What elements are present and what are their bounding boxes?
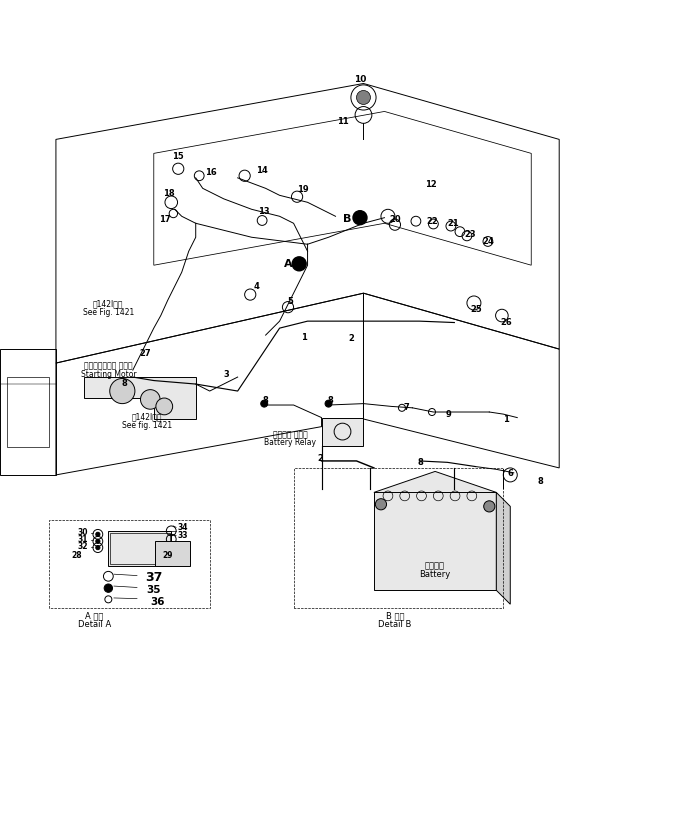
Text: 28: 28 <box>71 551 82 560</box>
Text: A 詳細: A 詳細 <box>85 612 103 621</box>
Text: A: A <box>284 259 293 269</box>
Circle shape <box>96 532 100 536</box>
Text: 21: 21 <box>447 219 459 228</box>
Text: 19: 19 <box>297 185 308 194</box>
Text: See fig. 1421: See fig. 1421 <box>122 421 172 430</box>
Text: 29: 29 <box>162 551 173 560</box>
Circle shape <box>104 584 113 592</box>
Text: 1: 1 <box>301 333 307 342</box>
Text: 23: 23 <box>464 230 475 239</box>
Circle shape <box>156 398 173 415</box>
Bar <box>7 377 49 447</box>
Circle shape <box>325 400 332 407</box>
Text: 8: 8 <box>122 379 127 388</box>
Text: 13: 13 <box>259 207 270 216</box>
Polygon shape <box>84 377 196 419</box>
Text: 2: 2 <box>349 334 354 343</box>
Text: 3: 3 <box>224 370 229 380</box>
Text: Starting Motor: Starting Motor <box>80 370 136 379</box>
Text: 15: 15 <box>173 153 184 162</box>
Circle shape <box>353 210 367 225</box>
Text: 27: 27 <box>140 349 151 358</box>
Text: Battery Relay: Battery Relay <box>264 438 316 447</box>
Text: バッテリ: バッテリ <box>425 561 445 571</box>
Polygon shape <box>374 472 496 514</box>
Text: 2: 2 <box>317 454 323 463</box>
Text: 32: 32 <box>77 542 88 551</box>
Text: 8: 8 <box>328 396 333 405</box>
Circle shape <box>484 501 495 512</box>
Circle shape <box>375 499 387 510</box>
Text: 31: 31 <box>77 535 88 545</box>
Text: 14: 14 <box>257 167 268 175</box>
Text: 5: 5 <box>287 297 293 306</box>
Text: 37: 37 <box>145 572 162 584</box>
Text: 33: 33 <box>178 531 189 541</box>
Text: Detail A: Detail A <box>78 620 111 629</box>
Text: B 詳細: B 詳細 <box>386 612 404 621</box>
Text: 36: 36 <box>150 597 164 608</box>
Bar <box>108 530 171 566</box>
Text: 18: 18 <box>164 189 175 199</box>
Text: See Fig. 1421: See Fig. 1421 <box>82 308 134 317</box>
Circle shape <box>96 539 100 543</box>
Text: 8: 8 <box>538 478 543 486</box>
Text: 図142Ⅰ参照: 図142Ⅰ参照 <box>93 299 124 308</box>
Circle shape <box>140 390 160 409</box>
Bar <box>322 417 363 446</box>
Text: 8: 8 <box>418 458 424 467</box>
Circle shape <box>110 379 135 404</box>
Bar <box>155 541 190 566</box>
Text: 12: 12 <box>426 179 437 189</box>
Text: 7: 7 <box>404 403 410 412</box>
Text: 16: 16 <box>206 168 217 178</box>
Text: 図142Ⅰ参照: 図142Ⅰ参照 <box>131 412 162 422</box>
Text: 8: 8 <box>263 396 268 405</box>
Text: 6: 6 <box>507 469 513 478</box>
Text: 20: 20 <box>390 215 401 224</box>
Text: Detail B: Detail B <box>378 620 412 629</box>
Text: スターティング モータ: スターティング モータ <box>84 361 133 370</box>
Circle shape <box>96 546 100 550</box>
Text: 4: 4 <box>254 282 259 291</box>
Circle shape <box>292 256 306 271</box>
Text: 24: 24 <box>482 237 493 246</box>
Text: 22: 22 <box>426 217 438 225</box>
Text: 17: 17 <box>159 215 171 224</box>
Bar <box>110 533 170 564</box>
Text: 34: 34 <box>178 523 189 532</box>
Polygon shape <box>496 493 510 604</box>
Text: 30: 30 <box>77 529 88 537</box>
Text: 11: 11 <box>337 116 348 126</box>
Circle shape <box>356 91 370 105</box>
Circle shape <box>261 400 268 407</box>
Bar <box>374 493 496 590</box>
Text: Battery: Battery <box>419 570 450 579</box>
Text: 9: 9 <box>446 410 452 419</box>
Text: 10: 10 <box>354 75 366 85</box>
Text: 35: 35 <box>147 585 161 595</box>
Text: B: B <box>343 214 352 224</box>
Text: 26: 26 <box>500 318 512 327</box>
Text: 1: 1 <box>503 415 509 424</box>
Text: 25: 25 <box>470 306 482 314</box>
Text: バッテリ リレー: バッテリ リレー <box>273 430 308 439</box>
